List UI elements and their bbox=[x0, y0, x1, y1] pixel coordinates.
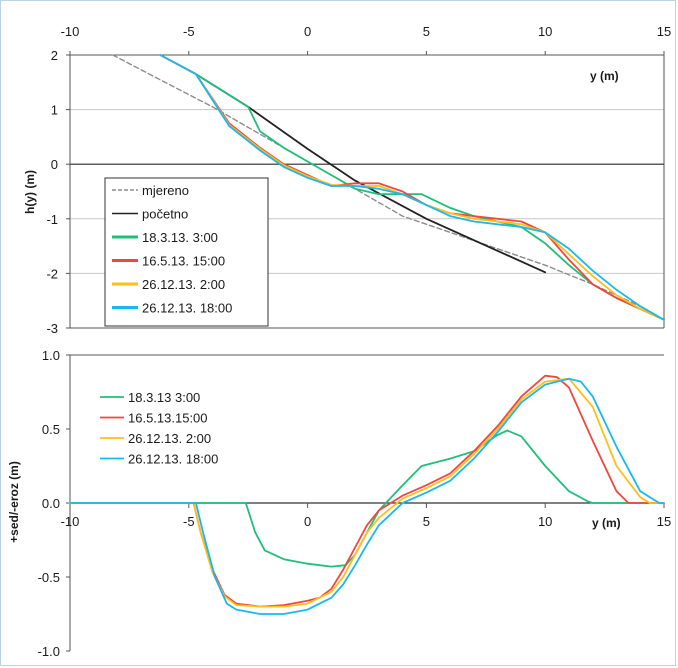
bottom-y-tick-label: -1.0 bbox=[38, 644, 60, 659]
top-legend-box bbox=[104, 177, 269, 327]
top-legend-label: 26.12.13. 18:00 bbox=[142, 301, 232, 316]
top-x-tick-label: 0 bbox=[304, 24, 311, 39]
top-x-tick-label: -10 bbox=[61, 24, 80, 39]
bottom-legend-label: 26.12.13. 18:00 bbox=[128, 452, 218, 467]
bottom-legend-label: 18.3.13 3:00 bbox=[128, 390, 200, 405]
top-legend: mjereno početno 18.3.13. 3:00 16.5.13. 15:0… bbox=[104, 177, 269, 327]
bottom-y-tick-label: 1.0 bbox=[42, 348, 60, 363]
bottom-y-axis-label: +sed/-eroz (m) bbox=[7, 461, 21, 543]
top-y-tick-label: -2 bbox=[46, 266, 58, 281]
bottom-y-tick-label: 0.5 bbox=[42, 422, 60, 437]
top-legend-label: 16.5.13. 15:00 bbox=[142, 254, 225, 269]
top-y-tick-label: -1 bbox=[46, 212, 58, 227]
bottom-x-tick-labels: -10 -5 0 5 10 15 bbox=[61, 503, 671, 529]
bottom-x-tick-label: 5 bbox=[423, 514, 430, 529]
top-y-tick-label: 2 bbox=[51, 48, 58, 63]
bottom-y-tick-label: 0.0 bbox=[42, 496, 60, 511]
top-legend-label: 18.3.13. 3:00 bbox=[142, 230, 218, 245]
top-x-tick-label: 5 bbox=[423, 24, 430, 39]
bottom-series-26-12-13-18-00 bbox=[69, 377, 665, 615]
top-series-26-12-13-18-00 bbox=[159, 54, 665, 321]
bottom-legend-label: 16.5.13.15:00 bbox=[128, 411, 208, 426]
bottom-series-16-5-13-15-00 bbox=[69, 374, 665, 608]
bottom-x-axis-label: y (m) bbox=[592, 516, 621, 530]
top-y-tick-labels: 2 1 0 -1 -2 -3 bbox=[46, 48, 70, 336]
top-y-tick-label: 1 bbox=[51, 103, 58, 118]
bottom-y-tick-label: -0.5 bbox=[38, 570, 60, 585]
bottom-x-tick-label: -10 bbox=[61, 514, 80, 529]
bottom-x-tick-label: 10 bbox=[538, 514, 552, 529]
top-legend-label: početno bbox=[142, 207, 188, 222]
top-series-18-3-13-3-00 bbox=[159, 54, 665, 321]
bottom-x-tick-label: 15 bbox=[657, 514, 671, 529]
top-chart: -10 -5 0 5 10 15 210-1-2-3 y (m) h(y) (m) mje… bbox=[23, 24, 671, 336]
top-x-tick-labels: -10 -5 0 5 10 15 bbox=[61, 24, 671, 55]
top-y-axis-label: h(y) (m) bbox=[23, 170, 37, 214]
bottom-x-tick-label: -5 bbox=[183, 514, 195, 529]
bottom-legend-label: 26.12.13. 2:00 bbox=[128, 431, 211, 446]
bottom-x-tick-label: 0 bbox=[304, 514, 311, 529]
bottom-y-tick-labels: 1.0 0.5 0.0 -0.5 -1.0 bbox=[38, 348, 70, 659]
bottom-series-lines bbox=[69, 374, 665, 615]
bottom-chart: -10 -5 0 5 10 15 1.0 0.5 0.0 -0.5 -1.0 y (m) +sed… bbox=[7, 348, 671, 659]
top-y-tick-label: 0 bbox=[51, 157, 58, 172]
top-y-tick-label: -3 bbox=[46, 321, 58, 336]
top-x-tick-label: 10 bbox=[538, 24, 552, 39]
top-series-lines bbox=[112, 54, 665, 321]
top-x-tick-label: -5 bbox=[183, 24, 195, 39]
bottom-legend: 18.3.13 3:00 16.5.13.15:00 26.12.13. 2:00 2… bbox=[100, 390, 218, 467]
top-x-axis-label: y (m) bbox=[590, 69, 619, 83]
top-x-tick-label: 15 bbox=[657, 24, 671, 39]
bottom-series-18-3-13-3-00 bbox=[69, 429, 665, 568]
top-legend-label: 26.12.13. 2:00 bbox=[142, 277, 225, 292]
bottom-series-26-12-13-2-00 bbox=[69, 377, 665, 608]
top-legend-label: mjereno bbox=[142, 183, 189, 198]
